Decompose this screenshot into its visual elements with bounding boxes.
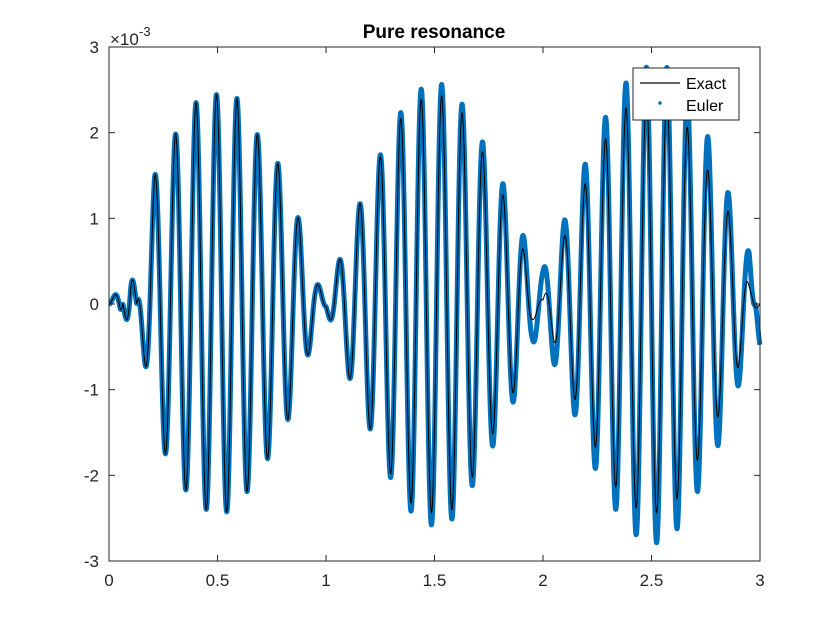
legend: Exact Euler [632,67,740,121]
chart-title: Pure resonance [363,22,506,43]
y-tick-label: -2 [84,466,99,485]
x-tick-label: 2.5 [640,571,664,590]
legend-euler-label: Euler [686,98,724,115]
y-axis-scale-exponent: -3 [139,24,151,39]
series-exact [108,93,761,514]
y-tick-label: -1 [84,381,99,400]
y-axis-scale-factor: ×10 [110,30,139,49]
x-tick-label: 0 [104,571,113,590]
x-tick-label: 1 [321,571,330,590]
plot-area [106,64,763,546]
x-tick-label: 0.5 [206,571,230,590]
axes: 0 0.5 1 1.5 2 2.5 3 -3 -2 -1 0 1 2 3 [84,38,765,590]
legend-box [632,67,740,121]
x-tick-label: 1.5 [423,571,447,590]
legend-euler-swatch [658,101,662,105]
x-tick-label: 2 [538,571,547,590]
y-tick-label: 1 [90,209,99,228]
x-tick-label: 3 [755,571,764,590]
legend-exact-label: Exact [686,76,727,93]
y-tick-label: -3 [84,552,99,571]
y-tick-label: 0 [90,295,99,314]
y-tick-label: 3 [90,38,99,57]
y-tick-label: 2 [90,124,99,143]
